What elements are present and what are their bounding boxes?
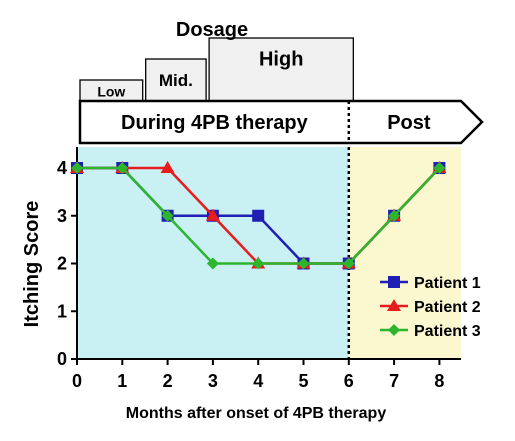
dosage-title: Dosage bbox=[176, 19, 248, 41]
dosage-box-high bbox=[208, 37, 354, 102]
data-point bbox=[252, 209, 265, 222]
x-tick-label: 5 bbox=[298, 371, 308, 391]
y-tick-label: 2 bbox=[57, 254, 67, 274]
data-point bbox=[342, 257, 355, 270]
shaded-regions bbox=[77, 147, 461, 359]
legend: Patient 1 Patient 2 Patient 3 bbox=[380, 275, 481, 340]
dosage-label-2: Mid. bbox=[159, 71, 193, 90]
data-point bbox=[388, 209, 401, 222]
x-tick-label: 4 bbox=[253, 371, 263, 391]
shaded-region-1 bbox=[77, 147, 349, 359]
phase-label-1: During 4PB therapy bbox=[121, 112, 309, 134]
series-patient-3 bbox=[71, 162, 446, 270]
series-group bbox=[70, 161, 447, 270]
data-point bbox=[205, 208, 220, 221]
x-tick-label: 3 bbox=[208, 371, 218, 391]
y-axis-label: Itching Score bbox=[21, 201, 43, 328]
data-point bbox=[160, 161, 175, 173]
y-tick-label: 0 bbox=[57, 349, 67, 369]
legend-label: Patient 2 bbox=[414, 299, 481, 316]
data-point bbox=[252, 257, 265, 270]
data-point bbox=[161, 209, 174, 222]
x-tick-label: 1 bbox=[117, 371, 127, 391]
legend-marker bbox=[388, 324, 400, 336]
data-point bbox=[116, 162, 129, 174]
dosage-boxes: Low Mid. High bbox=[79, 37, 354, 102]
data-point bbox=[71, 162, 83, 174]
x-tick-label: 6 bbox=[344, 371, 354, 391]
data-point bbox=[433, 162, 446, 174]
legend-marker bbox=[387, 299, 401, 311]
x-tick-label: 2 bbox=[163, 371, 173, 391]
y-tick-label: 4 bbox=[57, 158, 67, 178]
x-tick-label: 8 bbox=[434, 371, 444, 391]
y-tick-label: 1 bbox=[57, 301, 67, 321]
legend-marker bbox=[388, 276, 400, 288]
legend-label: Patient 3 bbox=[414, 323, 481, 340]
x-tick-label: 0 bbox=[72, 371, 82, 391]
x-tick-label: 7 bbox=[389, 371, 399, 391]
phase-label-2: Post bbox=[387, 112, 431, 134]
phase-arrow: During 4PB therapy Post bbox=[78, 99, 484, 145]
data-point bbox=[297, 257, 310, 270]
shaded-region-2 bbox=[348, 147, 461, 359]
legend-label: Patient 1 bbox=[414, 275, 481, 292]
y-tick-label: 3 bbox=[57, 206, 67, 226]
dosage-label-1: Low bbox=[97, 84, 125, 100]
x-axis-label: Months after onset of 4PB therapy bbox=[126, 405, 387, 422]
data-point bbox=[206, 257, 219, 270]
dosage-label-3: High bbox=[259, 49, 303, 71]
phase-arrow-outline bbox=[78, 99, 484, 145]
